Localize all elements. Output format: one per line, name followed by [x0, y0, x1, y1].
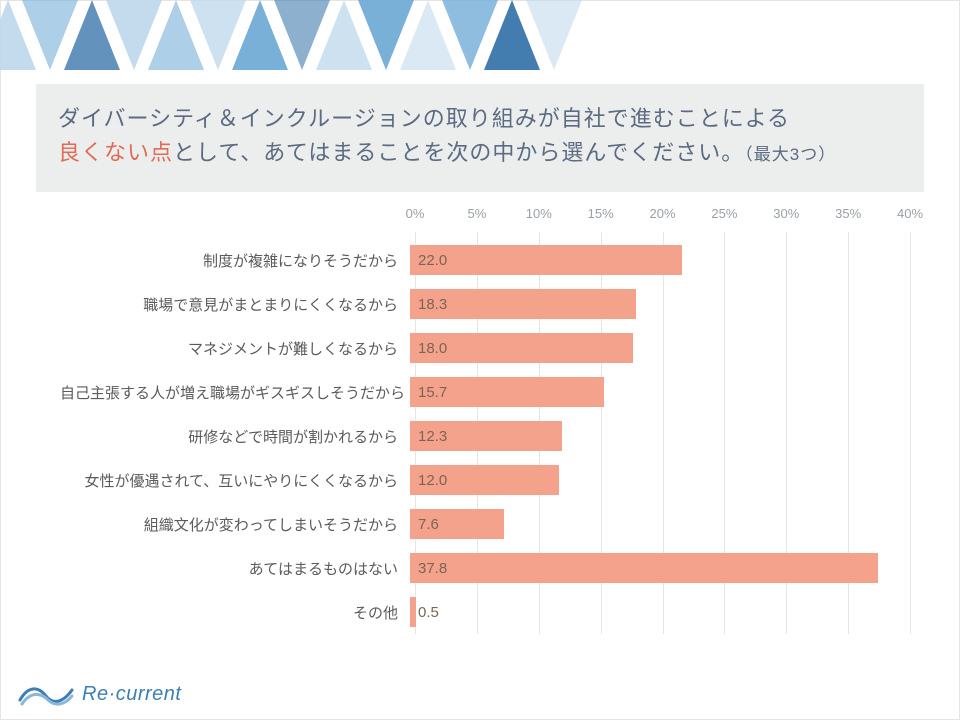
bar-value: 7.6 [410, 516, 439, 533]
chart-rows: 制度が複雑になりそうだから22.0職場で意見がまとまりにくくなるから18.3マネ… [60, 238, 910, 634]
bar-value: 0.5 [410, 604, 439, 621]
title-line-1: ダイバーシティ＆インクルージョンの取り組みが自社で進むことによる [58, 102, 902, 136]
triangle-banner [0, 0, 960, 80]
x-tick-label: 15% [588, 206, 614, 221]
bar: 18.0 [410, 333, 633, 363]
wave-icon [18, 678, 74, 710]
bar: 0.5 [410, 597, 416, 627]
bar: 18.3 [410, 289, 636, 319]
x-tick-label: 35% [835, 206, 861, 221]
chart-row: 研修などで時間が割かれるから12.3 [60, 414, 910, 458]
brand-logo: Re·current [18, 678, 181, 710]
chart-row: 組織文化が変わってしまいそうだから7.6 [60, 502, 910, 546]
brand-logo-text: Re·current [82, 683, 181, 706]
row-label: 職場で意見がまとまりにくくなるから [60, 294, 410, 315]
bar: 7.6 [410, 509, 504, 539]
bar-value: 15.7 [410, 384, 447, 401]
chart-row: マネジメントが難しくなるから18.0 [60, 326, 910, 370]
bar: 37.8 [410, 553, 878, 583]
title-box: ダイバーシティ＆インクルージョンの取り組みが自社で進むことによる 良くない点とし… [36, 84, 924, 192]
bar-track: 7.6 [410, 509, 905, 539]
bar: 12.3 [410, 421, 562, 451]
chart-row: 女性が優遇されて、互いにやりにくくなるから12.0 [60, 458, 910, 502]
bar-value: 37.8 [410, 560, 447, 577]
x-tick-label: 40% [897, 206, 923, 221]
bar-track: 18.3 [410, 289, 905, 319]
title-accent: 良くない点 [58, 140, 173, 165]
bar-value: 18.0 [410, 340, 447, 357]
chart-row: その他0.5 [60, 590, 910, 634]
x-tick-label: 20% [649, 206, 675, 221]
chart-row: 自己主張する人が増え職場がギスギスしそうだから15.7 [60, 370, 910, 414]
row-label: 制度が複雑になりそうだから [60, 250, 410, 271]
chart-row: 職場で意見がまとまりにくくなるから18.3 [60, 282, 910, 326]
bar: 22.0 [410, 245, 682, 275]
row-label: マネジメントが難しくなるから [60, 338, 410, 359]
row-label: あてはまるものはない [60, 558, 410, 579]
bar-track: 22.0 [410, 245, 905, 275]
title-line-2-rest: として、あてはまることを次の中から選んでください。 [173, 140, 744, 165]
x-tick-label: 5% [467, 206, 486, 221]
gridline [910, 232, 911, 634]
bar-track: 0.5 [410, 597, 905, 627]
bar-value: 12.0 [410, 472, 447, 489]
x-tick-label: 0% [406, 206, 425, 221]
bar-chart: 0%5%10%15%20%25%30%35%40% 制度が複雑になりそうだから2… [60, 208, 910, 628]
bar-value: 12.3 [410, 428, 447, 445]
chart-row: 制度が複雑になりそうだから22.0 [60, 238, 910, 282]
bar-track: 15.7 [410, 377, 905, 407]
chart-row: あてはまるものはない37.8 [60, 546, 910, 590]
row-label: 女性が優遇されて、互いにやりにくくなるから [60, 470, 410, 491]
row-label: その他 [60, 602, 410, 623]
title-note: （最大3つ） [744, 145, 836, 164]
row-label: 自己主張する人が増え職場がギスギスしそうだから [60, 382, 410, 403]
bar-track: 37.8 [410, 553, 905, 583]
x-tick-label: 25% [711, 206, 737, 221]
bar-value: 22.0 [410, 252, 447, 269]
bar-track: 12.0 [410, 465, 905, 495]
x-tick-label: 30% [773, 206, 799, 221]
row-label: 組織文化が変わってしまいそうだから [60, 514, 410, 535]
bar-track: 18.0 [410, 333, 905, 363]
row-label: 研修などで時間が割かれるから [60, 426, 410, 447]
bar: 12.0 [410, 465, 559, 495]
x-tick-label: 10% [526, 206, 552, 221]
title-line-2: 良くない点として、あてはまることを次の中から選んでください。（最大3つ） [58, 136, 902, 170]
bar: 15.7 [410, 377, 604, 407]
bar-track: 12.3 [410, 421, 905, 451]
triangle-banner-svg [0, 0, 960, 80]
bar-value: 18.3 [410, 296, 447, 313]
